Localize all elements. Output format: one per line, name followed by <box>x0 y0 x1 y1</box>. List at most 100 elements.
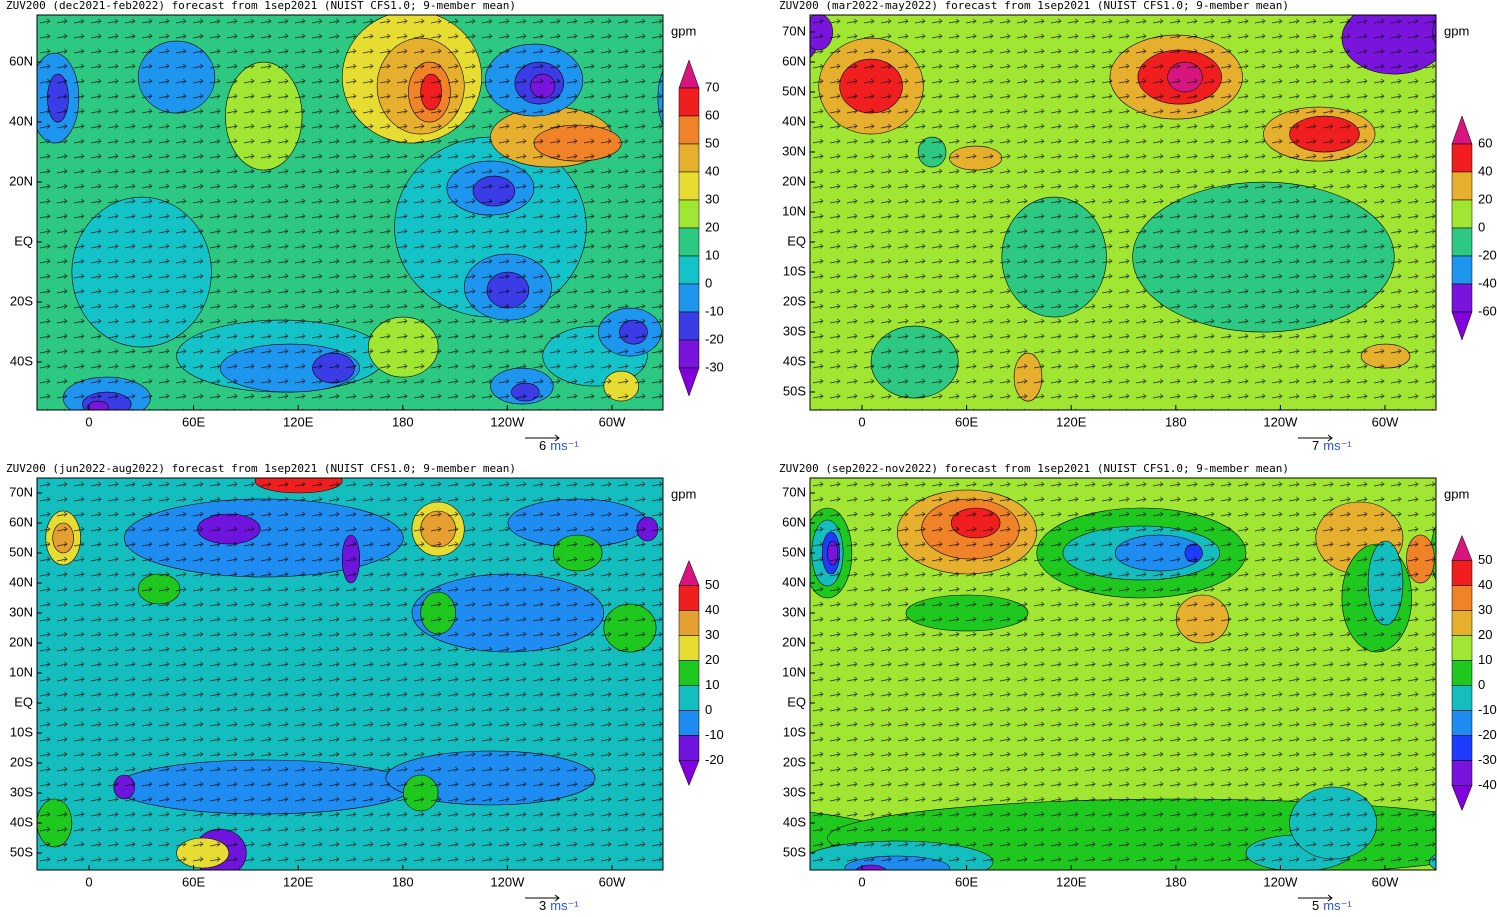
colorbar-cell <box>678 610 700 636</box>
vector-ref-unit: ms⁻¹ <box>550 898 579 913</box>
lon-label: 0 <box>858 874 865 889</box>
colorbar-label: -30 <box>1478 752 1497 767</box>
colorbar-label: -20 <box>705 331 724 346</box>
colorbar-tip <box>1451 115 1473 145</box>
vector-ref-head <box>554 894 560 902</box>
lat-label: 30N <box>782 143 806 158</box>
panel-title: ZUV200 (mar2022-may2022) forecast from 1… <box>779 0 1289 12</box>
colorbar-cell <box>1451 227 1473 257</box>
colorbar-cell <box>1451 585 1473 611</box>
lon-label: 60E <box>955 874 978 889</box>
lat-label: 40N <box>9 113 33 128</box>
lon-label: 120W <box>1263 874 1298 889</box>
map <box>810 15 1497 410</box>
lat-label: 20N <box>782 634 806 649</box>
lat-label: EQ <box>787 694 806 709</box>
panel-title: ZUV200 (sep2022-nov2022) forecast from 1… <box>779 462 1289 475</box>
colorbar-label: 30 <box>705 627 719 642</box>
lat-label: 70N <box>782 484 806 499</box>
colorbar-label: -10 <box>1478 702 1497 717</box>
vector-ref-head <box>1327 894 1333 902</box>
colorbar-unit: gpm <box>1444 23 1469 38</box>
colorbar-cell <box>1451 685 1473 711</box>
lon-label: 180 <box>392 414 414 429</box>
lon-label: 60E <box>182 874 205 889</box>
colorbar-label: 10 <box>1478 652 1492 667</box>
colorbar-label: 10 <box>705 247 719 262</box>
contour-region <box>0 371 11 401</box>
lat-label: 70N <box>782 23 806 38</box>
map <box>662 478 1497 877</box>
contour-region <box>1455 799 1497 877</box>
lat-label: 30N <box>782 604 806 619</box>
map-frame <box>809 477 1437 871</box>
colorbar-cell <box>678 339 700 369</box>
contour-region <box>740 541 775 625</box>
lat-label: 20N <box>9 634 33 649</box>
lat-label: 40N <box>782 574 806 589</box>
lat-label: 30S <box>783 784 806 799</box>
colorbar-tip <box>1451 311 1473 341</box>
colorbar-label: 50 <box>1478 552 1492 567</box>
colorbar-label: 50 <box>705 135 719 150</box>
contour-region <box>662 787 749 859</box>
vector-ref-value: 3 <box>539 898 546 913</box>
colorbar-label: 30 <box>1478 602 1492 617</box>
colorbar-label: 30 <box>705 191 719 206</box>
map <box>0 15 663 410</box>
contour-region <box>1447 38 1497 134</box>
colorbar-tip <box>678 760 700 787</box>
colorbar-cell <box>678 710 700 736</box>
colorbar-label: -20 <box>1478 247 1497 262</box>
panel: ZUV200 (jun2022-aug2022) forecast from 1… <box>6 462 724 913</box>
colorbar-label: 70 <box>705 79 719 94</box>
lat-label: 60N <box>9 514 33 529</box>
colorbar-label: -10 <box>705 727 724 742</box>
vector-ref-value: 7 <box>1312 438 1319 453</box>
lon-label: 180 <box>1165 414 1187 429</box>
lon-label: 120E <box>283 414 314 429</box>
panel-title: ZUV200 (jun2022-aug2022) forecast from 1… <box>6 462 516 475</box>
lon-label: 120E <box>283 874 314 889</box>
colorbar-tip <box>678 367 700 397</box>
vector-ref-label: 7 ms⁻¹ <box>1312 438 1352 453</box>
lat-label: 20N <box>9 173 33 188</box>
colorbar-label: -40 <box>1478 275 1497 290</box>
lat-label: 10S <box>10 724 33 739</box>
contour-region <box>1467 59 1497 113</box>
colorbar-label: 60 <box>1478 135 1492 150</box>
colorbar-cell <box>678 585 700 611</box>
colorbar-cell <box>678 635 700 661</box>
lat-label: 20N <box>782 173 806 188</box>
wind-vectors <box>810 15 1436 410</box>
lat-label: 50S <box>783 844 806 859</box>
lon-label: 60E <box>955 414 978 429</box>
colorbar-tip <box>678 559 700 586</box>
colorbar-cell <box>678 227 700 257</box>
lat-label: 40S <box>783 814 806 829</box>
map <box>37 478 663 870</box>
lon-label: 60E <box>182 414 205 429</box>
colorbar-cell <box>1451 255 1473 285</box>
lon-label: 60W <box>1372 874 1399 889</box>
colorbar-tip <box>678 59 700 89</box>
colorbar-tip <box>1451 785 1473 812</box>
lat-label: 50S <box>10 844 33 859</box>
colorbar-label: 20 <box>1478 191 1492 206</box>
lon-label: 60W <box>599 874 626 889</box>
lat-label: 40N <box>782 113 806 128</box>
lat-label: 40S <box>10 353 33 368</box>
lon-label: 0 <box>858 414 865 429</box>
lat-label: 60N <box>782 53 806 68</box>
colorbar-label: 20 <box>705 219 719 234</box>
colorbar-label: -60 <box>1478 303 1497 318</box>
lat-label: EQ <box>787 233 806 248</box>
lon-label: 120W <box>1263 414 1298 429</box>
lat-label: 20S <box>783 293 806 308</box>
colorbar-cell <box>1451 735 1473 761</box>
vector-ref-label: 3 ms⁻¹ <box>539 898 579 913</box>
lat-label: 50S <box>783 383 806 398</box>
colorbar-cell <box>678 283 700 313</box>
lat-label: 50N <box>782 83 806 98</box>
vector-ref-head <box>1327 434 1333 442</box>
